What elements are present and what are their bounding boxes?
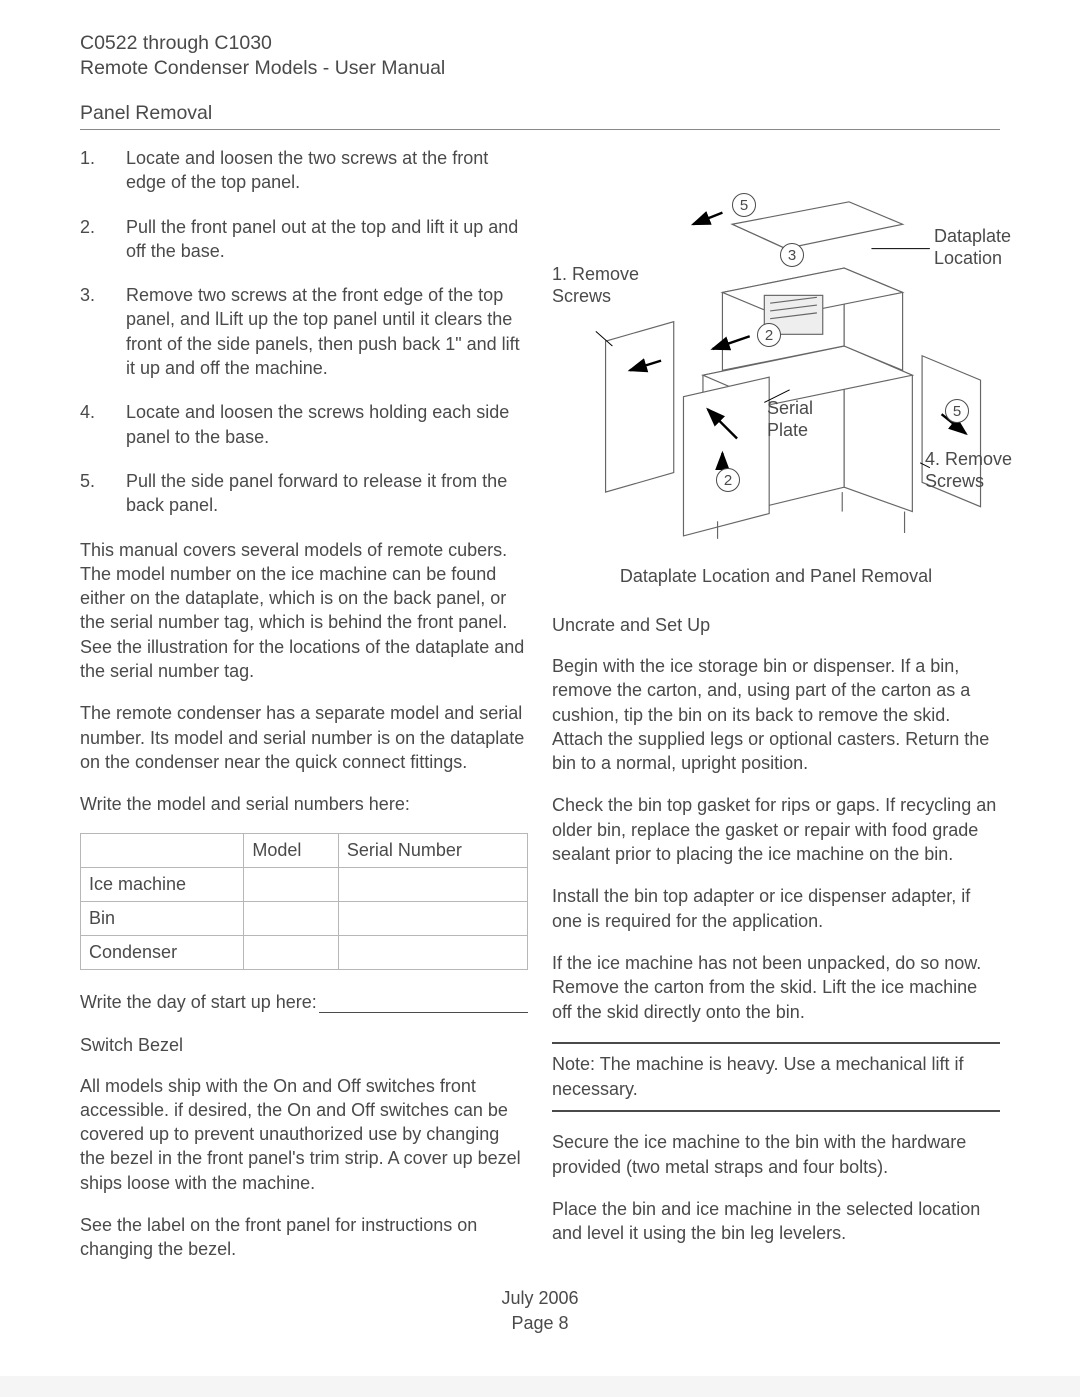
th-blank: [81, 833, 244, 867]
table-row: Ice machine: [81, 867, 528, 901]
th-serial: Serial Number: [338, 833, 527, 867]
step-num: 3.: [80, 283, 126, 380]
startup-line: Write the day of start up here:: [80, 992, 528, 1013]
switch-bezel-p1: All models ship with the On and Off swit…: [80, 1074, 528, 1195]
step-text: Pull the front panel out at the top and …: [126, 215, 528, 264]
header-line2: Remote Condenser Models - User Manual: [80, 57, 1000, 80]
diagram-caption: Dataplate Location and Panel Removal: [552, 566, 1000, 587]
para-condenser-info: The remote condenser has a separate mode…: [80, 701, 528, 774]
table-header-row: Model Serial Number: [81, 833, 528, 867]
serial-table: Model Serial Number Ice machine Bin Cond…: [80, 833, 528, 970]
section-title: Panel Removal: [80, 102, 1000, 130]
startup-blank[interactable]: [319, 995, 528, 1013]
callout-2: 2: [757, 323, 781, 347]
cell-serial[interactable]: [338, 901, 527, 935]
after-note-p1: Secure the ice machine to the bin with t…: [552, 1130, 1000, 1179]
callout-2b: 2: [716, 468, 740, 492]
callout-3: 3: [780, 243, 804, 267]
left-column: 1.Locate and loosen the two screws at th…: [80, 146, 528, 1262]
step-3: 3.Remove two screws at the front edge of…: [80, 283, 528, 380]
step-num: 4.: [80, 400, 126, 449]
row-label: Bin: [81, 901, 244, 935]
cell-serial[interactable]: [338, 935, 527, 969]
footer-page: Page 8: [80, 1311, 1000, 1336]
step-num: 1.: [80, 146, 126, 195]
after-note-p2: Place the bin and ice machine in the sel…: [552, 1197, 1000, 1246]
page-header: C0522 through C1030 Remote Condenser Mod…: [80, 32, 1000, 80]
step-1: 1.Locate and loosen the two screws at th…: [80, 146, 528, 195]
uncrate-title: Uncrate and Set Up: [552, 615, 1000, 636]
step-text: Locate and loosen the screws holding eac…: [126, 400, 528, 449]
header-line1: C0522 through C1030: [80, 32, 1000, 55]
switch-bezel-title: Switch Bezel: [80, 1035, 528, 1056]
table-row: Bin: [81, 901, 528, 935]
two-column-layout: 1.Locate and loosen the two screws at th…: [80, 146, 1000, 1262]
label-dataplate: DataplateLocation: [934, 226, 1011, 269]
step-4: 4.Locate and loosen the screws holding e…: [80, 400, 528, 449]
uncrate-p4: If the ice machine has not been unpacked…: [552, 951, 1000, 1024]
cell-model[interactable]: [244, 935, 339, 969]
uncrate-p3: Install the bin top adapter or ice dispe…: [552, 884, 1000, 933]
uncrate-p1: Begin with the ice storage bin or dispen…: [552, 654, 1000, 775]
label-remove-screws-left: 1. RemoveScrews: [552, 264, 639, 307]
row-label: Condenser: [81, 935, 244, 969]
manual-page: C0522 through C1030 Remote Condenser Mod…: [0, 0, 1080, 1376]
note-heavy: Note: The machine is heavy. Use a mechan…: [552, 1042, 1000, 1112]
footer-date: July 2006: [80, 1286, 1000, 1311]
para-model-info: This manual covers several models of rem…: [80, 538, 528, 684]
page-footer: July 2006 Page 8: [80, 1286, 1000, 1336]
step-text: Locate and loosen the two screws at the …: [126, 146, 528, 195]
label-remove-screws-right: 4. RemoveScrews: [925, 449, 1012, 492]
panel-removal-diagram: 5 3 2 2 5 1. RemoveScrews DataplateLocat…: [552, 146, 1000, 546]
cell-model[interactable]: [244, 867, 339, 901]
right-column: 5 3 2 2 5 1. RemoveScrews DataplateLocat…: [552, 146, 1000, 1262]
write-numbers-label: Write the model and serial numbers here:: [80, 792, 528, 816]
step-2: 2.Pull the front panel out at the top an…: [80, 215, 528, 264]
uncrate-p2: Check the bin top gasket for rips or gap…: [552, 793, 1000, 866]
step-text: Pull the side panel forward to release i…: [126, 469, 528, 518]
cell-model[interactable]: [244, 901, 339, 935]
table-row: Condenser: [81, 935, 528, 969]
th-model: Model: [244, 833, 339, 867]
cell-serial[interactable]: [338, 867, 527, 901]
step-num: 2.: [80, 215, 126, 264]
step-text: Remove two screws at the front edge of t…: [126, 283, 528, 380]
callout-5b: 5: [945, 399, 969, 423]
label-serial-plate: SerialPlate: [767, 398, 813, 441]
startup-label: Write the day of start up here:: [80, 992, 317, 1013]
switch-bezel-p2: See the label on the front panel for ins…: [80, 1213, 528, 1262]
steps-list: 1.Locate and loosen the two screws at th…: [80, 146, 528, 518]
step-num: 5.: [80, 469, 126, 518]
callout-5: 5: [732, 193, 756, 217]
step-5: 5.Pull the side panel forward to release…: [80, 469, 528, 518]
row-label: Ice machine: [81, 867, 244, 901]
